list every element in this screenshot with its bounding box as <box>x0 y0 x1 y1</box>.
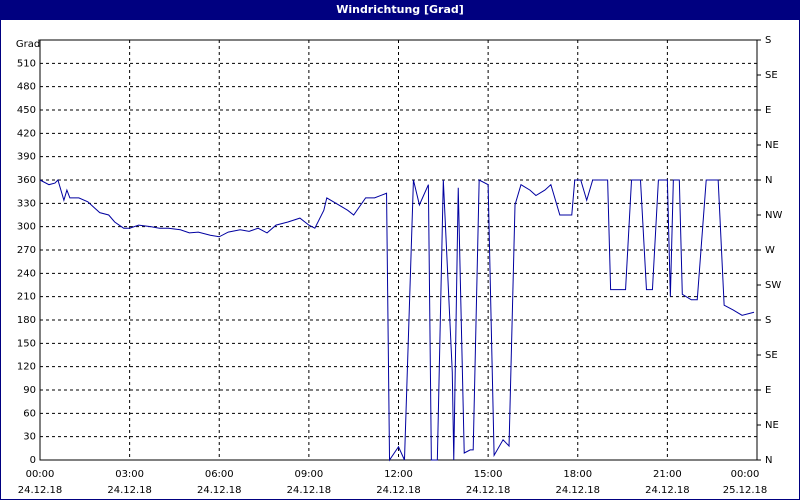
y2-tick-label: E <box>765 385 771 396</box>
y-tick-label: 330 <box>17 198 36 209</box>
x-tick-date: 24.12.18 <box>376 485 421 496</box>
y2-tick-label: S <box>765 35 771 46</box>
y-tick-label: 360 <box>17 175 36 186</box>
y-tick-label: 300 <box>17 222 36 233</box>
data-line <box>39 179 755 462</box>
y2-tick-label: SE <box>765 70 778 81</box>
y-tick-label: 390 <box>17 152 36 163</box>
x-tick-date: 24.12.18 <box>287 485 332 496</box>
title-bar <box>0 0 800 20</box>
x-tick-label: 06:00 <box>205 469 234 480</box>
x-tick-date: 24.12.18 <box>645 485 690 496</box>
x-tick-date: 24.12.18 <box>555 485 600 496</box>
y-tick-label: 120 <box>17 362 36 373</box>
y-tick-label: 0 <box>30 455 36 466</box>
y-tick-label: 480 <box>17 82 36 93</box>
y-tick-label: 420 <box>17 128 36 139</box>
y2-tick-label: SE <box>765 350 778 361</box>
x-tick-label: 00:00 <box>731 469 760 480</box>
y-tick-label: 240 <box>17 268 36 279</box>
x-tick-label: 15:00 <box>474 469 503 480</box>
y2-tick-label: NE <box>765 420 779 431</box>
x-tick-label: 21:00 <box>653 469 682 480</box>
x-tick-label: 00:00 <box>26 469 55 480</box>
x-tick-date: 24.12.18 <box>18 485 63 496</box>
x-tick-label: 12:00 <box>384 469 413 480</box>
y-tick-label: 210 <box>17 292 36 303</box>
x-tick-date: 24.12.18 <box>466 485 511 496</box>
x-tick-date: 24.12.18 <box>197 485 242 496</box>
y2-tick-label: NW <box>765 210 782 221</box>
y-axis-label: Grad <box>16 39 40 50</box>
y2-tick-label: W <box>765 245 775 256</box>
y2-tick-label: NE <box>765 140 779 151</box>
y-tick-label: 30 <box>23 432 36 443</box>
y-tick-label: 510 <box>17 58 36 69</box>
y-tick-label: 150 <box>17 338 36 349</box>
x-tick-date: 24.12.18 <box>107 485 152 496</box>
y-tick-label: 270 <box>17 245 36 256</box>
y2-tick-label: S <box>765 315 771 326</box>
x-tick-label: 09:00 <box>294 469 323 480</box>
y-tick-label: 90 <box>23 385 36 396</box>
y-tick-label: 450 <box>17 105 36 116</box>
y2-tick-label: E <box>765 105 771 116</box>
y2-tick-label: N <box>765 175 772 186</box>
x-tick-label: 03:00 <box>115 469 144 480</box>
y-tick-label: 60 <box>23 408 36 419</box>
y-tick-label: 180 <box>17 315 36 326</box>
y2-tick-label: N <box>765 455 772 466</box>
x-tick-date: 25.12.18 <box>723 485 768 496</box>
y2-tick-label: SW <box>765 280 781 291</box>
chart-title: Windrichtung [Grad] <box>336 3 464 16</box>
x-tick-label: 18:00 <box>563 469 592 480</box>
